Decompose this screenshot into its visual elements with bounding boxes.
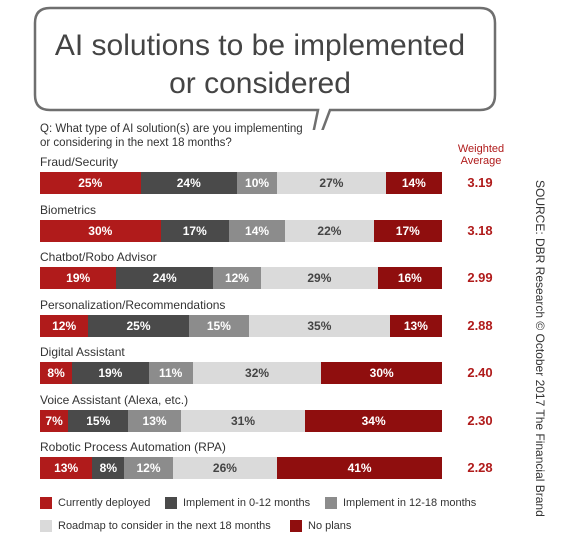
- survey-question: Q: What type of AI solution(s) are you i…: [40, 123, 303, 149]
- legend-item: No plans: [290, 520, 351, 532]
- bar-segment: 17%: [160, 219, 229, 242]
- legend-item: Roadmap to consider in the next 18 month…: [40, 520, 271, 532]
- title-speech-bubble: [33, 6, 497, 130]
- legend-swatch: [290, 520, 302, 532]
- legend-item: Implement in 0-12 months: [165, 497, 310, 509]
- bar-segment: 35%: [249, 314, 390, 337]
- bar-segment: 19%: [40, 267, 117, 289]
- stacked-bar: 12% 25% 15% 35% 13%: [40, 314, 442, 337]
- weighted-average-value: 3.18: [467, 222, 493, 238]
- bar-segment: 8%: [40, 362, 73, 384]
- weighted-average-header: Weighted Average: [457, 143, 505, 167]
- weighted-average-value: 3.19: [467, 175, 493, 190]
- bar-segment: 22%: [285, 219, 374, 242]
- weighted-average-value: 2.40: [467, 365, 493, 380]
- legend-label: Implement in 0-12 months: [183, 497, 311, 509]
- stacked-bar: 7% 15% 13% 31% 34%: [40, 409, 442, 432]
- legend-item: Implement in 12-18 months: [325, 497, 476, 509]
- bar-segment: 12%: [212, 267, 262, 289]
- bar-segment: 15%: [68, 409, 129, 432]
- bar-segment: 7%: [40, 409, 69, 432]
- bar-segment: 13%: [389, 314, 442, 337]
- bar-segment: 12%: [124, 457, 173, 479]
- category-label: Fraud/Security: [40, 155, 119, 169]
- bar-segment: 26%: [172, 457, 278, 479]
- legend-swatch: [40, 497, 52, 509]
- bar-segment: 16%: [377, 267, 442, 289]
- weighted-average-value: 2.30: [467, 412, 493, 428]
- bar-segment: 29%: [261, 267, 378, 289]
- stacked-bar: 25% 24% 10% 27% 14%: [40, 172, 442, 194]
- bar-segment: 34%: [305, 409, 442, 432]
- bar-segment: 25%: [88, 314, 189, 337]
- bar-segment: 30%: [321, 362, 442, 384]
- bar-segment: 14%: [385, 172, 442, 194]
- bar-segment: 11%: [148, 362, 193, 384]
- stacked-bar: 19% 24% 12% 29% 16%: [40, 267, 442, 289]
- bar-segment: 13%: [128, 409, 181, 432]
- bar-segment: 25%: [40, 172, 141, 194]
- bar-segment: 12%: [40, 314, 89, 337]
- bar-segment: 19%: [72, 362, 149, 384]
- legend-swatch: [325, 497, 337, 509]
- legend-item: Currently deployed: [40, 497, 150, 509]
- bar-segment: 27%: [277, 172, 386, 194]
- bar-segment: 41%: [277, 457, 442, 479]
- bar-segment: 13%: [40, 457, 93, 479]
- legend-label: No plans: [308, 520, 352, 532]
- category-label: Digital Assistant: [40, 345, 125, 359]
- stacked-bar: 13% 8% 12% 26% 41%: [40, 457, 442, 479]
- bar-segment: 15%: [188, 314, 250, 337]
- weighted-average-value: 2.28: [467, 460, 493, 475]
- category-label: Chatbot/Robo Advisor: [40, 250, 157, 264]
- bar-segment: 32%: [192, 362, 322, 384]
- weighted-average-value: 2.99: [467, 270, 493, 285]
- legend-swatch: [165, 497, 177, 509]
- bar-segment: 17%: [373, 219, 442, 242]
- weighted-average-value: 2.88: [467, 317, 493, 333]
- bar-segment: 31%: [180, 409, 306, 432]
- chart-title: AI solutions to be implemented or consid…: [54, 29, 466, 100]
- bar-segment: 24%: [140, 172, 237, 194]
- legend-label: Roadmap to consider in the next 18 month…: [58, 520, 271, 532]
- legend-label: Currently deployed: [58, 497, 151, 509]
- stacked-bar: 30% 17% 14% 22% 17%: [40, 219, 442, 242]
- category-label: Biometrics: [40, 202, 97, 217]
- bar-segment: 10%: [236, 172, 278, 194]
- bar-segment: 24%: [116, 267, 213, 289]
- legend-label: Implement in 12-18 months: [343, 497, 477, 509]
- bar-segment: 14%: [228, 219, 286, 242]
- source-note: SOURCE: DBR Research © October 2017 The …: [533, 180, 547, 517]
- stacked-bar: 8% 19% 11% 32% 30%: [40, 362, 442, 384]
- bar-segment: 8%: [92, 457, 125, 479]
- category-label: Personalization/Recommendations: [40, 297, 226, 312]
- category-label: Voice Assistant (Alexa, etc.): [40, 392, 189, 407]
- category-label: Robotic Process Automation (RPA): [40, 440, 226, 454]
- legend-swatch: [40, 520, 52, 532]
- bar-segment: 30%: [40, 219, 161, 242]
